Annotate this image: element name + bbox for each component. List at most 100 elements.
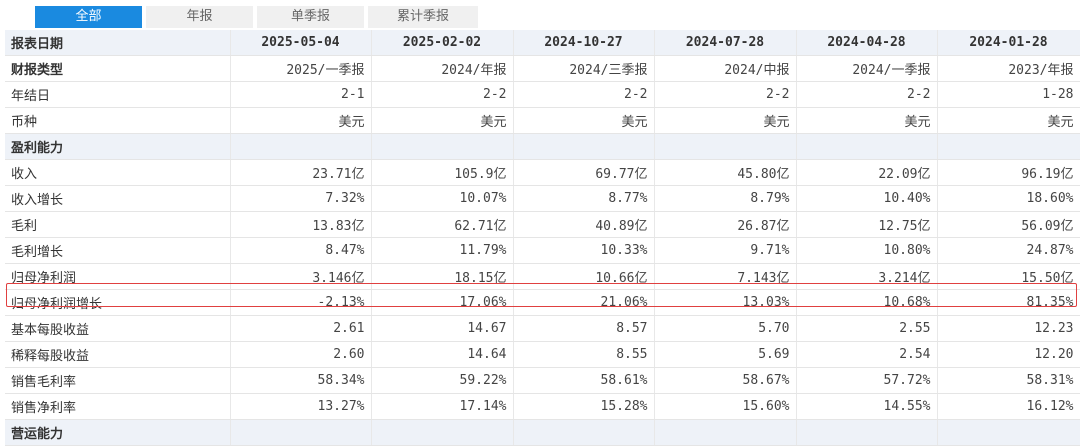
table-header-row: 报表日期 2025-05-04 2025-02-02 2024-10-27 20…: [5, 30, 1080, 56]
section-empty-cell: [371, 133, 514, 160]
row-label: 归母净利润: [5, 263, 231, 290]
row-label: 基本每股收益: [5, 315, 231, 342]
table-cell: 12.20: [937, 341, 1080, 368]
table-cell: 2023/年报: [937, 55, 1080, 82]
table-cell: 15.50亿: [937, 263, 1080, 290]
table-cell: 2.54: [796, 341, 938, 368]
header-date[interactable]: 2024-01-28: [937, 30, 1080, 56]
table-cell: 11.79%: [371, 237, 514, 264]
header-date[interactable]: 2024-10-27: [513, 30, 655, 56]
table-cell: 12.23: [937, 315, 1080, 342]
table-cell: 59.22%: [371, 367, 514, 394]
table-cell: 15.28%: [513, 393, 655, 420]
table-cell: 2024/中报: [654, 55, 797, 82]
table-cell: 96.19亿: [937, 159, 1080, 186]
section-empty-cell: [230, 419, 372, 446]
section-title: 盈利能力: [5, 133, 231, 160]
table-cell: 45.80亿: [654, 159, 797, 186]
table-cell: 56.09亿: [937, 211, 1080, 238]
table-cell: 58.61%: [513, 367, 655, 394]
table-cell: 10.07%: [371, 185, 514, 212]
table-cell: 8.79%: [654, 185, 797, 212]
table-cell: 13.27%: [230, 393, 372, 420]
report-period-tabs: 全部 年报 单季报 累计季报: [0, 0, 1080, 28]
table-cell: 8.47%: [230, 237, 372, 264]
row-label: 年结日: [5, 81, 231, 108]
table-cell: 2-2: [371, 81, 514, 108]
tab-cumulative-quarter[interactable]: 累计季报: [368, 6, 478, 28]
section-empty-cell: [371, 419, 514, 446]
table-cell: 10.40%: [796, 185, 938, 212]
table-cell: 9.71%: [654, 237, 797, 264]
section-title: 营运能力: [5, 419, 231, 446]
section-empty-cell: [796, 419, 938, 446]
table-cell: 18.15亿: [371, 263, 514, 290]
table-cell: 2.61: [230, 315, 372, 342]
table-row: 收入增长 7.32% 10.07% 8.77% 8.79% 10.40% 18.60%: [5, 185, 1080, 212]
section-empty-cell: [513, 133, 655, 160]
table-cell: 14.67: [371, 315, 514, 342]
table-cell: 10.66亿: [513, 263, 655, 290]
table-cell: 美元: [796, 107, 938, 134]
table-cell: 58.34%: [230, 367, 372, 394]
section-empty-cell: [654, 133, 797, 160]
header-label: 报表日期: [5, 30, 231, 56]
table-row: 归母净利润增长 -2.13% 17.06% 21.06% 13.03% 10.68% 81.…: [5, 289, 1080, 316]
tab-all[interactable]: 全部: [35, 6, 142, 28]
table-cell: 2-1: [230, 81, 372, 108]
table-row: 毛利增长 8.47% 11.79% 10.33% 9.71% 10.80% 24.87%: [5, 237, 1080, 264]
row-label: 财报类型: [5, 55, 231, 82]
row-label: 收入: [5, 159, 231, 186]
table-row: 财报类型 2025/一季报 2024/年报 2024/三季报 2024/中报 2024/一…: [5, 55, 1080, 82]
section-empty-cell: [513, 419, 655, 446]
table-row: 归母净利润 3.146亿 18.15亿 10.66亿 7.143亿 3.214亿 15.50…: [5, 263, 1080, 290]
header-date[interactable]: 2025-05-04: [230, 30, 372, 56]
row-label: 毛利: [5, 211, 231, 238]
table-cell: 24.87%: [937, 237, 1080, 264]
table-cell: 10.33%: [513, 237, 655, 264]
table-cell: 2.55: [796, 315, 938, 342]
table-cell: 2024/一季报: [796, 55, 938, 82]
table-row: 稀释每股收益 2.60 14.64 8.55 5.69 2.54 12.20: [5, 341, 1080, 368]
section-empty-cell: [937, 419, 1080, 446]
table-cell: 17.06%: [371, 289, 514, 316]
table-row: 销售毛利率 58.34% 59.22% 58.61% 58.67% 57.72% 58.31…: [5, 367, 1080, 394]
table-cell: 8.55: [513, 341, 655, 368]
table-cell: 16.12%: [937, 393, 1080, 420]
table-cell: 81.35%: [937, 289, 1080, 316]
table-cell: 12.75亿: [796, 211, 938, 238]
section-empty-cell: [654, 419, 797, 446]
tab-annual[interactable]: 年报: [146, 6, 253, 28]
table-cell: 18.60%: [937, 185, 1080, 212]
table-cell: 10.68%: [796, 289, 938, 316]
table-cell: 2024/年报: [371, 55, 514, 82]
table-cell: 14.64: [371, 341, 514, 368]
header-date[interactable]: 2024-07-28: [654, 30, 797, 56]
table-cell: 2.60: [230, 341, 372, 368]
table-cell: 7.32%: [230, 185, 372, 212]
table-cell: 58.67%: [654, 367, 797, 394]
section-empty-cell: [230, 133, 372, 160]
table-cell: 15.60%: [654, 393, 797, 420]
tab-single-quarter[interactable]: 单季报: [257, 6, 364, 28]
table-cell: 美元: [230, 107, 372, 134]
table-cell: 13.03%: [654, 289, 797, 316]
table-cell: -2.13%: [230, 289, 372, 316]
table-cell: 14.55%: [796, 393, 938, 420]
table-row: 年结日 2-1 2-2 2-2 2-2 2-2 1-28: [5, 81, 1080, 108]
table-cell: 3.214亿: [796, 263, 938, 290]
table-row: 基本每股收益 2.61 14.67 8.57 5.70 2.55 12.23: [5, 315, 1080, 342]
table-cell: 1-28: [937, 81, 1080, 108]
header-date[interactable]: 2024-04-28: [796, 30, 938, 56]
section-empty-cell: [937, 133, 1080, 160]
table-cell: 美元: [654, 107, 797, 134]
table-cell: 17.14%: [371, 393, 514, 420]
table-cell: 美元: [371, 107, 514, 134]
table-cell: 22.09亿: [796, 159, 938, 186]
table-cell: 2-2: [513, 81, 655, 108]
financial-table: 报表日期 2025-05-04 2025-02-02 2024-10-27 20…: [5, 30, 1080, 446]
table-cell: 62.71亿: [371, 211, 514, 238]
section-header-row: 营运能力: [5, 419, 1080, 446]
table-cell: 5.69: [654, 341, 797, 368]
header-date[interactable]: 2025-02-02: [371, 30, 514, 56]
